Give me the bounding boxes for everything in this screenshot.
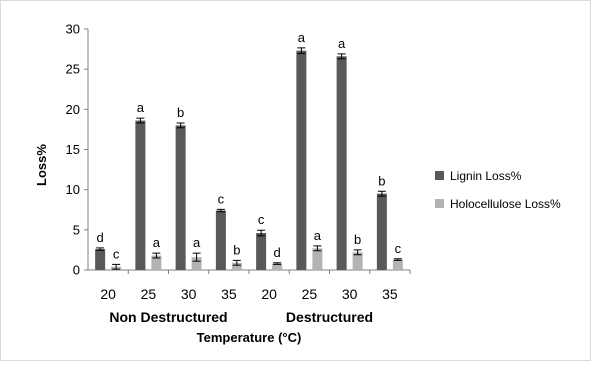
- x-category-label: 30: [181, 286, 197, 302]
- x-category-label: 35: [382, 286, 398, 302]
- holocellulose-letter: b: [233, 242, 240, 257]
- bars: [95, 50, 403, 271]
- legend-label-lignin: Lignin Loss%: [450, 169, 522, 183]
- legend-swatch-lignin: [435, 171, 444, 180]
- lignin-letter: d: [97, 230, 104, 245]
- legend-swatch-holocellulose: [435, 199, 444, 208]
- y-tick-label: 30: [66, 22, 80, 37]
- x-category-label: 20: [261, 286, 277, 302]
- legend-label-holocellulose: Holocellulose Loss%: [450, 197, 561, 211]
- lignin-letter: c: [218, 191, 225, 206]
- y-tick-label: 20: [66, 102, 80, 117]
- lignin-letter: c: [258, 212, 265, 227]
- x-axis-title: Temperature (°C): [197, 330, 302, 345]
- error-bars: [96, 47, 402, 270]
- x-category-label: 25: [302, 286, 318, 302]
- lignin-bar: [215, 210, 226, 270]
- x-group-label: Non Destructured: [109, 309, 227, 325]
- y-axis-title: Loss%: [34, 144, 49, 186]
- y-tick-label: 5: [73, 222, 80, 237]
- y-tick-label: 25: [66, 62, 80, 77]
- lignin-letter: a: [137, 100, 145, 115]
- holocellulose-bar: [151, 255, 162, 270]
- lignin-bar: [336, 56, 347, 271]
- holocellulose-letter: b: [354, 232, 361, 247]
- y-tick-label: 0: [73, 263, 80, 278]
- lignin-bar: [135, 120, 146, 270]
- x-category-label: 25: [141, 286, 157, 302]
- holocellulose-letter: a: [153, 235, 161, 250]
- x-group-label: Destructured: [286, 309, 373, 325]
- x-category-label: 30: [342, 286, 358, 302]
- lignin-bar: [95, 249, 106, 270]
- holocellulose-letter: a: [193, 235, 201, 250]
- lignin-letter: b: [177, 105, 184, 120]
- holocellulose-bar: [191, 257, 202, 270]
- legend: Lignin Loss% Holocellulose Loss%: [435, 169, 561, 211]
- holocellulose-bar: [312, 248, 323, 270]
- x-category-label: 20: [100, 286, 116, 302]
- holocellulose-bar: [392, 259, 403, 270]
- holocellulose-letter: a: [314, 228, 322, 243]
- lignin-letter: a: [298, 30, 306, 45]
- lignin-letter: a: [338, 36, 346, 51]
- lignin-bar: [256, 233, 267, 270]
- holocellulose-letter: c: [113, 246, 120, 261]
- y-tick-label: 10: [66, 182, 80, 197]
- axis-labels: 20 25 30 35 20 25 30 35 Non Destructured Destruct…: [100, 286, 398, 325]
- holocellulose-bar: [352, 252, 363, 270]
- holocellulose-bar: [231, 262, 242, 270]
- lignin-bar: [376, 193, 387, 270]
- holocellulose-bar: [272, 263, 283, 270]
- lignin-bar: [296, 50, 307, 270]
- y-tick-label: 15: [66, 142, 80, 157]
- x-category-label: 35: [221, 286, 237, 302]
- lignin-bar: [175, 125, 186, 271]
- holocellulose-letter: d: [274, 245, 281, 260]
- lignin-letter: b: [378, 173, 385, 188]
- holocellulose-letter: c: [395, 241, 402, 256]
